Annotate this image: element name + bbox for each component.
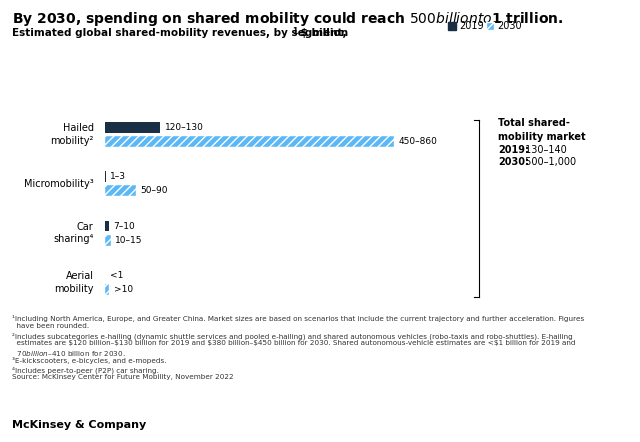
Text: estimates are $120 billion–$130 billion for 2019 and $380 billion–$450 billion f: estimates are $120 billion–$130 billion … <box>12 340 575 347</box>
Text: Micromobility³: Micromobility³ <box>24 179 93 189</box>
Text: 500–1,000: 500–1,000 <box>522 157 576 168</box>
Text: ¹Including North America, Europe, and Greater China. Market sizes are based on s: ¹Including North America, Europe, and Gr… <box>12 315 584 322</box>
Text: 2030: 2030 <box>497 21 522 31</box>
Text: >10: >10 <box>114 285 133 294</box>
Bar <box>105 221 109 232</box>
Text: Aerial
mobility: Aerial mobility <box>54 271 93 293</box>
Text: 1: 1 <box>292 27 297 36</box>
Text: 50–90: 50–90 <box>141 187 168 195</box>
Text: ³E-kickscooters, e-bicycles, and e-mopeds.: ³E-kickscooters, e-bicycles, and e-moped… <box>12 358 166 365</box>
Text: 2019: 2019 <box>459 21 484 31</box>
Text: $ billion: $ billion <box>297 28 348 38</box>
Text: Source: McKinsey Center for Future Mobility, November 2022: Source: McKinsey Center for Future Mobil… <box>12 374 234 381</box>
Bar <box>448 22 456 30</box>
Text: 10–15: 10–15 <box>115 236 143 245</box>
Text: Total shared-
mobility market: Total shared- mobility market <box>498 118 586 141</box>
Bar <box>105 136 394 147</box>
Text: ²Includes subcategories e-hailing (dynamic shuttle services and pooled e-hailing: ²Includes subcategories e-hailing (dynam… <box>12 332 573 339</box>
Text: 7–10: 7–10 <box>113 221 135 231</box>
Bar <box>486 22 494 30</box>
Text: 1–3: 1–3 <box>111 172 127 181</box>
Text: <1: <1 <box>110 271 123 280</box>
Text: Car
sharing⁴: Car sharing⁴ <box>53 222 93 244</box>
Text: $70 billion–$410 billion for 2030.: $70 billion–$410 billion for 2030. <box>12 349 125 358</box>
Text: 450–860: 450–860 <box>399 137 438 146</box>
Text: Hailed
mobility²: Hailed mobility² <box>50 123 93 146</box>
Text: ⁴Includes peer-to-peer (P2P) car sharing.: ⁴Includes peer-to-peer (P2P) car sharing… <box>12 366 159 373</box>
Text: By 2030, spending on shared mobility could reach $500 billion to $1 trillion.: By 2030, spending on shared mobility cou… <box>12 10 563 28</box>
Bar <box>105 186 136 196</box>
Text: have been rounded.: have been rounded. <box>12 324 89 329</box>
Text: 120–130: 120–130 <box>164 123 204 132</box>
Bar <box>105 284 109 295</box>
Bar <box>105 122 160 133</box>
Text: McKinsey & Company: McKinsey & Company <box>12 420 147 430</box>
Text: 2030:: 2030: <box>498 157 529 168</box>
Bar <box>105 171 106 182</box>
Text: Estimated global shared-mobility revenues, by segment,: Estimated global shared-mobility revenue… <box>12 28 347 38</box>
Text: 2019:: 2019: <box>498 145 529 156</box>
Bar <box>105 235 111 246</box>
Text: 130–140: 130–140 <box>522 145 567 156</box>
